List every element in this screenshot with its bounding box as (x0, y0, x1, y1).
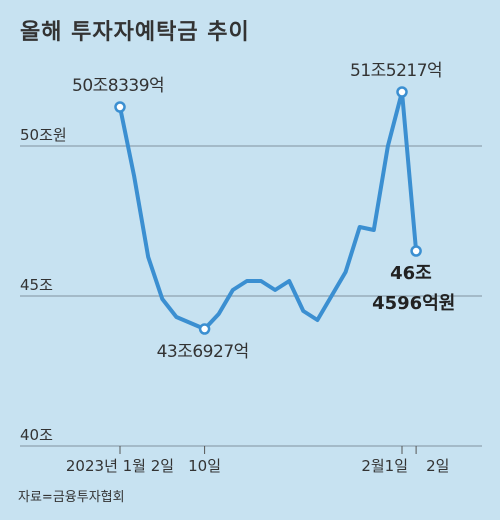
series-line-layer (118, 90, 419, 331)
x-tick-label-1: 10일 (188, 457, 221, 475)
annotation-label-0: 50조8339억 (72, 76, 164, 96)
highlight-point-2 (396, 86, 408, 98)
y-tick-label-1: 45조 (20, 276, 53, 294)
highlight-points (114, 86, 422, 335)
highlight-point-0 (114, 101, 126, 113)
highlight-point-3 (410, 245, 422, 257)
chart-title: 올해 투자자예탁금 추이 (20, 20, 250, 45)
x-tick-label-2: 2월1일 (361, 457, 408, 475)
annotation-label-2: 51조5217억 (350, 61, 442, 81)
labels: 50조원 45조 40조 2023년 1월 2일 10일 2월1일 2일 50조8339억 43… (20, 61, 455, 475)
y-tick-label-0: 50조원 (20, 126, 67, 144)
x-axis (119, 446, 417, 454)
y-tick-label-2: 40조 (20, 426, 53, 444)
annotation-label-3-line2: 4596억원 (372, 293, 455, 314)
annotation-label-1: 43조6927억 (157, 342, 249, 362)
source-note: 자료=금융투자협회 (18, 490, 125, 505)
series-line (118, 90, 419, 331)
x-tick-label-0: 2023년 1월 2일 (66, 457, 174, 475)
x-tick-label-3: 2일 (426, 457, 449, 475)
annotation-label-3: 46조 (390, 263, 432, 284)
highlight-point-1 (198, 323, 211, 335)
